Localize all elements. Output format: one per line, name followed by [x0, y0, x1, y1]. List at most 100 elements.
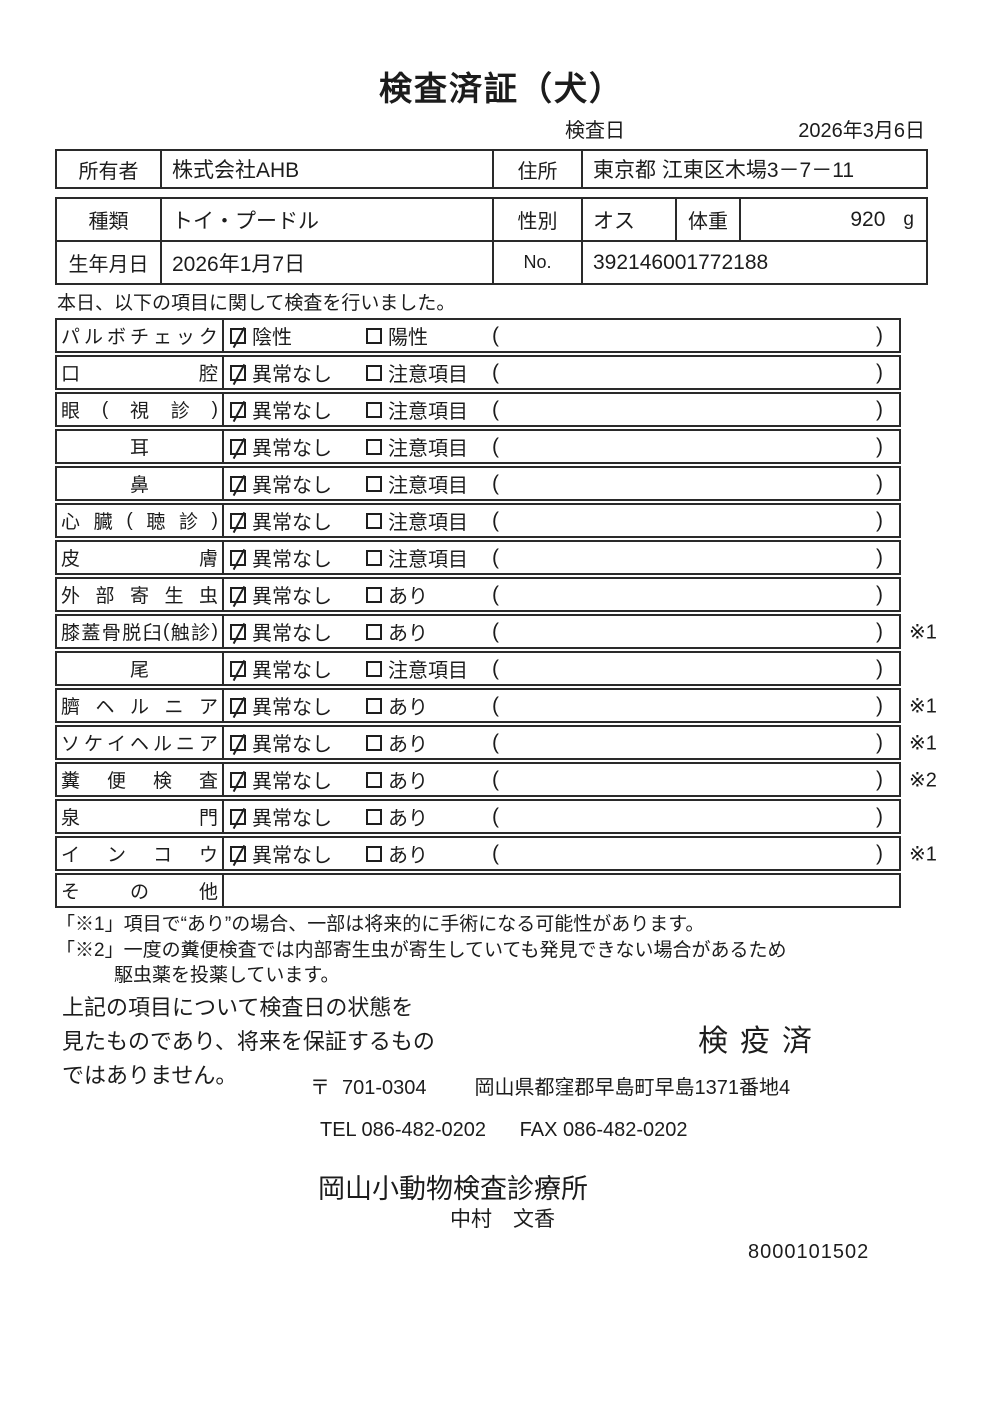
paren-open: ( — [492, 434, 499, 458]
option-label: 注意項目 — [388, 512, 468, 534]
paren-close: ) — [876, 767, 883, 791]
weight-unit: g — [903, 208, 914, 230]
paren-close: ) — [876, 471, 883, 495]
option-2: あり — [366, 579, 428, 610]
exam-row: 耳 異常なし 注意項目 () — [55, 429, 901, 464]
option-label: 異常なし — [252, 623, 332, 645]
exam-row-options: 異常なし 注意項目 () — [224, 542, 899, 573]
option-label: 異常なし — [252, 697, 332, 719]
option-label: 異常なし — [252, 586, 332, 608]
option-label: 注意項目 — [388, 660, 468, 682]
option-label: 注意項目 — [388, 438, 468, 460]
paren-open: ( — [492, 582, 499, 606]
exam-row-options: 異常なし 注意項目 () — [224, 431, 899, 462]
exam-row: 泉門 異常なし あり () — [55, 799, 901, 834]
birth-row: 生年月日 2026年1月7日 No. 392146001772188 — [57, 242, 926, 283]
exam-row-label: 糞便検査 — [57, 764, 224, 795]
tel-label: TEL — [320, 1119, 356, 1141]
checkbox-checked-icon — [230, 401, 246, 418]
option-2: 注意項目 — [366, 505, 468, 536]
inspection-date-value: 2026年3月6日 — [798, 120, 925, 142]
paren-close: ) — [876, 841, 883, 865]
exam-table: パルボチェック陰性 陽性() 口腔異常なし 注意項目() 眼(視診) 異常なし 注意項目()… — [55, 318, 937, 910]
exam-row: 皮膚 異常なし 注意項目 () — [55, 540, 901, 575]
sex-value: オス — [583, 199, 677, 240]
veterinarian-name: 中村 文香 — [450, 1208, 555, 1231]
fax-value: 086-482-0202 — [562, 1119, 688, 1141]
paren-open: ( — [492, 841, 499, 865]
checkbox-checked-icon — [230, 845, 246, 862]
exam-row-options: 異常なし あり () — [224, 838, 899, 869]
option-label: 異常なし — [252, 475, 332, 497]
option-2: あり — [366, 690, 428, 721]
option-1: 異常なし — [230, 431, 332, 462]
exam-row: 糞便検査 異常なし あり () ※2 — [55, 762, 937, 797]
paren-close: ) — [876, 656, 883, 680]
option-label: 異常なし — [252, 401, 332, 423]
checkbox-checked-icon — [230, 660, 246, 677]
paren-open: ( — [492, 730, 499, 754]
option-1: 異常なし — [230, 616, 332, 647]
option-label: あり — [388, 586, 428, 608]
option-1: 陰性 — [230, 320, 292, 351]
checkbox-checked-icon — [230, 771, 246, 788]
paren-close: ) — [876, 397, 883, 421]
exam-row: 外部寄生虫 異常なし あり () — [55, 577, 901, 612]
paren-close: ) — [876, 360, 883, 384]
page-title: 検査済証（犬） — [379, 70, 624, 107]
option-2: 注意項目 — [366, 357, 468, 388]
option-2: あり — [366, 801, 428, 832]
exam-row-options: 陰性 陽性 () — [224, 320, 899, 351]
option-label: あり — [388, 623, 428, 645]
option-label: 注意項目 — [388, 401, 468, 423]
no-value: 392146001772188 — [593, 250, 769, 274]
exam-row: 口腔 異常なし 注意項目 () — [55, 355, 901, 390]
exam-row-options: 異常なし 注意項目 () — [224, 505, 899, 536]
paren-open: ( — [492, 508, 499, 532]
exam-row: 膝蓋骨脱臼(触診) 異常なし あり () ※1 — [55, 614, 937, 649]
note-mark: ※1 — [909, 732, 937, 754]
exam-row: 鼻 異常なし 注意項目 () — [55, 466, 901, 501]
checkbox-unchecked-icon — [366, 697, 382, 714]
footnote-2-line1: 「※2」一度の糞便検査では内部寄生虫が寄生していても発見できない場合があるため — [56, 940, 787, 961]
birthdate-value: 2026年1月7日 — [162, 242, 494, 283]
clinic-address-line: 〒 701-0304 岡山県都窪郡早島町早島1371番地4 — [310, 1071, 790, 1100]
no-label: No. — [494, 242, 583, 283]
owner-label: 所有者 — [57, 151, 162, 187]
option-label: 異常なし — [252, 808, 332, 830]
option-label: 陽性 — [388, 327, 428, 349]
checkbox-unchecked-icon — [366, 438, 382, 455]
paren-open: ( — [492, 804, 499, 828]
exam-row-options: 異常なし あり () — [224, 801, 899, 832]
exam-row-label: 膝蓋骨脱臼(触診) — [57, 616, 224, 647]
option-label: あり — [388, 697, 428, 719]
checkbox-unchecked-icon — [366, 771, 382, 788]
checkbox-checked-icon — [230, 697, 246, 714]
exam-row-label: パルボチェック — [57, 320, 224, 351]
option-1: 異常なし — [230, 764, 332, 795]
exam-row: ソケイヘルニア 異常なし あり () ※1 — [55, 725, 937, 760]
paren-close: ) — [876, 619, 883, 643]
paren-open: ( — [492, 471, 499, 495]
option-label: あり — [388, 808, 428, 830]
postal-code: 701-0304 — [342, 1077, 427, 1099]
option-label: 異常なし — [252, 512, 332, 534]
exam-row-label: インコウ — [57, 838, 224, 869]
option-2: あり — [366, 616, 428, 647]
option-label: 異常なし — [252, 660, 332, 682]
inspection-date-label: 検査日 — [565, 120, 625, 142]
option-1: 異常なし — [230, 653, 332, 684]
exam-row: 心臓(聴診) 異常なし 注意項目 () — [55, 503, 901, 538]
exam-row-options: 異常なし 注意項目 () — [224, 394, 899, 425]
checkbox-unchecked-icon — [366, 623, 382, 640]
checkbox-checked-icon — [230, 549, 246, 566]
option-label: 異常なし — [252, 549, 332, 571]
option-label: 異常なし — [252, 771, 332, 793]
checkbox-unchecked-icon — [366, 364, 382, 381]
exam-row-label: 尾 — [57, 653, 224, 684]
paren-open: ( — [492, 656, 499, 680]
exam-row-options: 異常なし あり () — [224, 764, 899, 795]
exam-row-options: 異常なし 注意項目 () — [224, 468, 899, 499]
option-2: 注意項目 — [366, 468, 468, 499]
note-mark: ※1 — [909, 621, 937, 643]
